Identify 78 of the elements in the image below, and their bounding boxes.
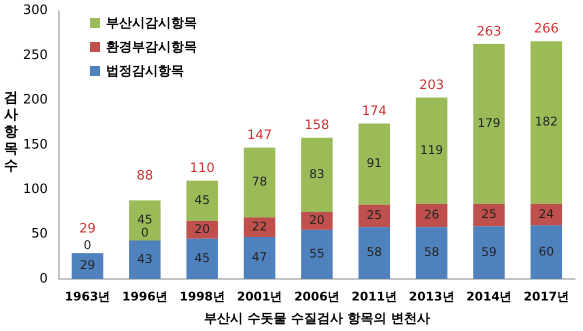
data-label: 22: [252, 219, 268, 234]
data-label: 45: [194, 192, 210, 207]
legend-label: 부산시감시항목: [106, 15, 197, 32]
data-label: 43: [137, 252, 152, 266]
total-label: 203: [419, 78, 444, 93]
y-tick-label: 250: [22, 48, 48, 63]
data-label: 91: [366, 156, 382, 170]
bar: [301, 138, 333, 212]
data-label: 58: [424, 245, 440, 260]
bar: [358, 204, 390, 228]
y-tick-label: 50: [31, 226, 48, 242]
y-tick-label: 300: [22, 3, 48, 18]
bar: [358, 227, 390, 279]
legend-label: 법정감시항목: [106, 63, 184, 80]
bar: [530, 225, 562, 279]
data-label: 26: [424, 208, 440, 222]
total-label: 158: [304, 118, 330, 134]
data-label: 55: [309, 246, 325, 261]
bar: [358, 123, 390, 205]
x-tick-label: 2017년: [524, 289, 570, 304]
data-label: 83: [309, 166, 325, 181]
bar: [473, 204, 505, 226]
total-label: 29: [79, 221, 96, 236]
total-label: 110: [190, 161, 215, 176]
bar: [473, 44, 505, 204]
y-tick-label: 0: [40, 271, 48, 286]
bar: [416, 227, 448, 279]
bar: [416, 98, 448, 204]
bar: [72, 253, 104, 279]
bar: [473, 226, 505, 279]
x-tick-label: 2014년: [466, 289, 512, 304]
x-tick-label: 1996년: [122, 289, 168, 304]
data-label: 45: [137, 212, 152, 227]
x-tick-label: 1998년: [179, 289, 225, 304]
bar: [530, 204, 562, 226]
data-label: 45: [194, 251, 210, 266]
data-label: 58: [366, 245, 382, 260]
data-label: 179: [478, 116, 500, 130]
data-label: 0: [141, 226, 149, 240]
x-tick-label: 2011년: [352, 289, 397, 304]
data-label: 60: [538, 244, 554, 258]
bar: [416, 204, 448, 228]
data-label: 78: [252, 174, 268, 189]
bar: [244, 236, 276, 279]
bar: [244, 217, 276, 237]
data-label: 20: [309, 213, 325, 228]
y-tick-label: 100: [22, 182, 48, 197]
bar: [129, 240, 161, 279]
x-axis-title: 부산시 수돗물 수질검사 항목의 변천사: [204, 312, 430, 327]
bar: [186, 180, 218, 221]
data-label: 59: [481, 244, 497, 259]
total-label: 266: [534, 22, 559, 37]
data-label: 24: [538, 206, 554, 221]
y-tick-label: 150: [22, 137, 48, 152]
x-tick-label: 1963년: [64, 289, 110, 304]
bar: [129, 200, 161, 241]
bar: [301, 230, 333, 279]
total-label: 263: [476, 24, 502, 40]
x-tick-label: 2013년: [408, 289, 454, 304]
data-label: 119: [420, 142, 444, 157]
data-label: 20: [194, 222, 210, 236]
total-label: 147: [247, 128, 272, 143]
data-label: 29: [80, 258, 96, 272]
bar: [530, 41, 562, 204]
total-label: 88: [136, 168, 154, 184]
x-tick-label: 2001년: [236, 289, 282, 304]
data-label: 0: [84, 238, 92, 252]
total-label: 174: [362, 104, 387, 119]
data-label: 182: [534, 114, 558, 129]
y-tick-label: 200: [22, 92, 48, 108]
bar: [244, 148, 276, 218]
x-tick-label: 2006년: [294, 289, 340, 304]
data-label: 25: [481, 207, 497, 222]
data-label: 25: [366, 208, 382, 222]
data-label: 47: [252, 250, 268, 264]
legend-label: 환경부감시항목: [106, 39, 197, 56]
y-axis-title: 검사항목수: [4, 90, 19, 175]
bar: [186, 238, 218, 279]
